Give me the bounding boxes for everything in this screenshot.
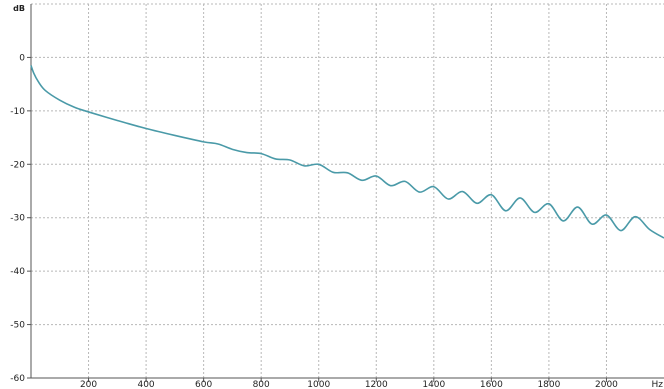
y-tick-label: -30 [10, 214, 25, 224]
plot-area [31, 4, 664, 378]
x-tick-label: 1000 [307, 380, 330, 389]
x-tick-label: 2000 [595, 380, 618, 389]
x-unit-label: Hz [652, 380, 664, 389]
y-tick-label: -60 [10, 374, 25, 384]
x-tick-label: 1600 [480, 380, 503, 389]
y-tick-label: -50 [10, 321, 25, 331]
x-tick-label: 400 [137, 380, 154, 389]
series-line [30, 65, 664, 239]
y-tick-label: 0 [19, 53, 25, 63]
x-tick-label: 1400 [422, 380, 445, 389]
x-tick-label: 1800 [537, 380, 560, 389]
x-tick-label: 800 [253, 380, 270, 389]
y-tick-label: -20 [10, 160, 25, 170]
x-tick-label: 1200 [365, 380, 388, 389]
x-tick-label: 600 [195, 380, 212, 389]
x-tick-label: 200 [80, 380, 97, 389]
y-tick-label: -10 [10, 107, 25, 117]
y-unit-label: dB [13, 4, 25, 13]
y-tick-label: -40 [10, 267, 25, 277]
